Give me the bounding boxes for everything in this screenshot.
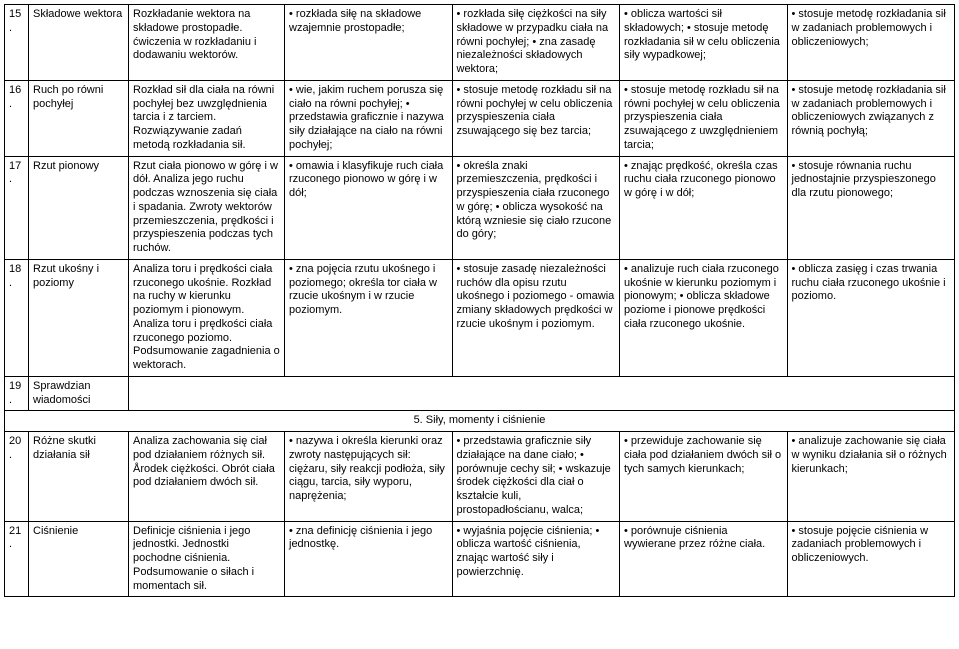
cell-col4: • nazywa i określa kierunki oraz zwroty …	[285, 432, 453, 522]
table-row: 16.Ruch po równi pochyłejRozkład sił dla…	[5, 80, 955, 156]
cell-col3: Rozkładanie wektora na składowe prostopa…	[129, 5, 285, 81]
cell-col6: • znając prędkość, określa czas ruchu ci…	[620, 156, 788, 259]
cell-col3: Rozkład sił dla ciała na równi pochyłej …	[129, 80, 285, 156]
cell-col7: • stosuje równania ruchu jednostajnie pr…	[787, 156, 955, 259]
cell-col7: • analizuje zachowanie się ciała w wynik…	[787, 432, 955, 522]
cell-col5: • stosuje zasadę niezależności ruchów dl…	[452, 259, 620, 376]
table-row: 21.CiśnienieDefinicje ciśnienia i jego j…	[5, 521, 955, 597]
cell-col4: • zna definicję ciśnienia i jego jednost…	[285, 521, 453, 597]
cell-num: 17.	[5, 156, 29, 259]
row-number: 19.	[5, 376, 29, 411]
table-row: 19.Sprawdzian wiadomości	[5, 376, 955, 411]
cell-col7: • oblicza zasięg i czas trwania ruchu ci…	[787, 259, 955, 376]
cell-col5: • rozkłada siłę ciężkości na siły składo…	[452, 5, 620, 81]
cell-num: 15.	[5, 5, 29, 81]
cell-col6: • analizuje ruch ciała rzuconego ukośnie…	[620, 259, 788, 376]
cell-col5: • stosuje metodę rozkładu sił na równi p…	[452, 80, 620, 156]
cell-col3: Analiza zachowania się ciał pod działani…	[129, 432, 285, 522]
cell-num: 21.	[5, 521, 29, 597]
cell-col4: • wie, jakim ruchem porusza się ciało na…	[285, 80, 453, 156]
section-title: 5. Siły, momenty i ciśnienie	[5, 411, 955, 432]
cell-col6: • stosuje metodę rozkładu sił na równi p…	[620, 80, 788, 156]
curriculum-table: 15.Składowe wektoraRozkładanie wektora n…	[4, 4, 955, 597]
cell-col6: • porównuje ciśnienia wywierane przez ró…	[620, 521, 788, 597]
cell-num: 18.	[5, 259, 29, 376]
cell-topic: Rzut pionowy	[29, 156, 129, 259]
cell-topic: Ruch po równi pochyłej	[29, 80, 129, 156]
cell-num: 20.	[5, 432, 29, 522]
table-row: 20.Różne skutki działania siłAnaliza zac…	[5, 432, 955, 522]
cell-topic: Ciśnienie	[29, 521, 129, 597]
cell-topic: Różne skutki działania sił	[29, 432, 129, 522]
cell-col4: • rozkłada siłę na składowe wzajemnie pr…	[285, 5, 453, 81]
row-merged	[129, 376, 955, 411]
cell-col5: • wyjaśnia pojęcie ciśnienia; • oblicza …	[452, 521, 620, 597]
cell-col3: Analiza toru i prędkości ciała rzuconego…	[129, 259, 285, 376]
cell-col7: • stosuje metodę rozkładania sił w zadan…	[787, 5, 955, 81]
cell-col6: • oblicza wartości sił składowych; • sto…	[620, 5, 788, 81]
table-row: 18.Rzut ukośny i poziomyAnaliza toru i p…	[5, 259, 955, 376]
table-row: 15.Składowe wektoraRozkładanie wektora n…	[5, 5, 955, 81]
cell-num: 16.	[5, 80, 29, 156]
cell-col3: Definicje ciśnienia i jego jednostki. Je…	[129, 521, 285, 597]
cell-topic: Składowe wektora	[29, 5, 129, 81]
section-header-row: 5. Siły, momenty i ciśnienie	[5, 411, 955, 432]
cell-col4: • zna pojęcia rzutu ukośnego i poziomego…	[285, 259, 453, 376]
cell-col7: • stosuje metodę rozkładania sił w zadan…	[787, 80, 955, 156]
cell-col6: • przewiduje zachowanie się ciała pod dz…	[620, 432, 788, 522]
cell-topic: Rzut ukośny i poziomy	[29, 259, 129, 376]
table-row: 17.Rzut pionowyRzut ciała pionowo w górę…	[5, 156, 955, 259]
cell-col5: • przedstawia graficznie siły działające…	[452, 432, 620, 522]
cell-col4: • omawia i klasyfikuje ruch ciała rzucon…	[285, 156, 453, 259]
cell-col5: • określa znaki przemieszczenia, prędkoś…	[452, 156, 620, 259]
cell-col7: • stosuje pojęcie ciśnienia w zadaniach …	[787, 521, 955, 597]
row-topic: Sprawdzian wiadomości	[29, 376, 129, 411]
cell-col3: Rzut ciała pionowo w górę i w dół. Anali…	[129, 156, 285, 259]
